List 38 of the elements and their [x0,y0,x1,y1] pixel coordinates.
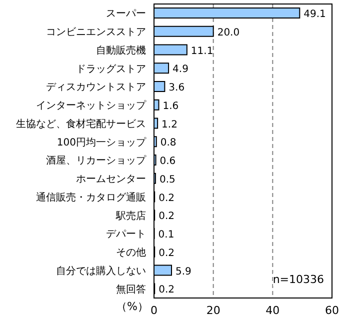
data-label: 0.2 [158,211,174,222]
y-tick-label: デパート [106,229,146,240]
data-label: 1.2 [162,119,178,130]
data-label: 4.9 [172,64,188,76]
data-label: 0.5 [159,174,176,186]
y-tick-label: ドラッグストア [76,64,146,75]
data-label: 0.6 [160,156,176,168]
y-tick-label: 酒屋、リカーショップ [46,154,147,167]
data-label: 0.2 [158,192,174,204]
y-tick-label: 生協など、食材宅配サービス [16,118,146,130]
data-label: 0.2 [158,248,174,259]
data-label: 49.1 [304,9,326,20]
x-tick-label: 40 [266,304,280,317]
y-tick-label: 100円均一ショップ [56,136,147,148]
y-tick-label: その他 [116,246,146,259]
x-tick-label: 60 [325,304,339,317]
y-tick-label: 無回答 [116,283,146,296]
data-label: 20.0 [217,27,240,38]
x-tick-label: 0 [150,304,158,317]
y-tick-label: 自分では購入しない [56,264,146,277]
y-tick-label: インターネットショップ [36,100,147,112]
annotation: n=10336 [272,273,324,286]
y-tick-label: コンビニエンスストア [46,27,146,38]
y-tick-label: ディスカウントストア [46,82,146,94]
y-tick-label: ホームセンター [76,174,146,186]
x-axis-title: （%） [116,300,148,313]
x-tick-label: 20 [206,304,220,317]
y-tick-label: 駅売店 [115,210,146,222]
data-label: 0.1 [158,230,174,241]
data-label: 1.6 [162,100,179,112]
data-label: 0.2 [158,284,174,296]
y-tick-label: 自動販売機 [96,44,146,56]
data-label: 3.6 [168,82,185,94]
data-label: 5.9 [176,266,192,278]
y-tick-label: スーパー [106,8,146,20]
data-label: 0.8 [160,138,176,149]
data-label: 11.1 [190,46,214,57]
y-tick-label: 通信販売・カタログ通販 [36,191,146,204]
